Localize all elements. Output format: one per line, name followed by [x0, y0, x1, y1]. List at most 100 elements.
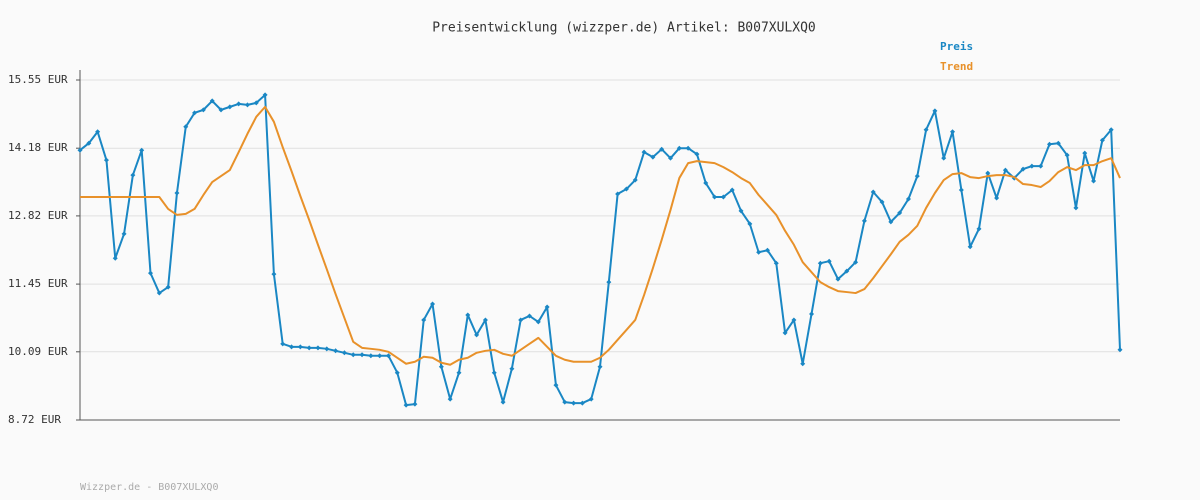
point-marker [791, 317, 797, 323]
point-marker [535, 319, 541, 325]
point-marker [209, 98, 215, 104]
point-marker [632, 177, 638, 183]
point-marker [183, 124, 189, 130]
point-marker [465, 312, 471, 318]
point-marker [1055, 140, 1061, 146]
point-marker [1082, 150, 1088, 156]
point-marker [377, 353, 383, 359]
chart-title: Preisentwicklung (wizzper.de) Artikel: B… [432, 21, 816, 36]
point-marker [474, 332, 480, 338]
point-marker [1117, 347, 1123, 353]
point-marker [853, 259, 859, 265]
footer: Wizzper.de - B007XULXQ0 [80, 482, 218, 493]
point-marker [412, 401, 418, 407]
point-marker [720, 194, 726, 200]
point-marker [200, 107, 206, 113]
point-marker [958, 187, 964, 193]
point-marker [800, 361, 806, 367]
point-marker [747, 221, 753, 227]
point-marker [932, 108, 938, 114]
point-marker [500, 399, 506, 405]
point-marker [615, 191, 621, 197]
point-marker [526, 313, 532, 319]
point-marker [941, 155, 947, 161]
y-tick-label: 8.72 EUR [8, 413, 61, 426]
point-marker [77, 147, 83, 153]
point-marker [1038, 163, 1044, 169]
point-marker [1002, 167, 1008, 173]
point-marker [218, 107, 224, 113]
point-marker [95, 129, 101, 135]
point-marker [967, 244, 973, 250]
point-marker [861, 218, 867, 224]
point-marker [165, 284, 171, 290]
point-marker [359, 352, 365, 358]
point-marker [156, 290, 162, 296]
point-marker [553, 382, 559, 388]
point-marker [588, 396, 594, 402]
point-marker [350, 352, 356, 358]
point-marker [650, 154, 656, 160]
y-tick-label: 10.09 EUR [8, 345, 68, 358]
point-marker [544, 304, 550, 310]
point-marker [148, 270, 154, 276]
point-marker [244, 102, 250, 108]
point-marker [976, 226, 982, 232]
y-tick-label: 11.45 EUR [8, 277, 68, 290]
point-marker [888, 219, 894, 225]
point-marker [271, 271, 277, 277]
point-marker [438, 364, 444, 370]
point-marker [280, 341, 286, 347]
point-marker [130, 172, 136, 178]
point-marker [994, 195, 1000, 201]
point-marker [1073, 205, 1079, 211]
point-marker [729, 187, 735, 193]
point-marker [826, 258, 832, 264]
point-marker [659, 146, 665, 152]
point-marker [694, 151, 700, 157]
point-marker [1099, 137, 1105, 143]
point-marker [306, 345, 312, 351]
point-marker [914, 173, 920, 179]
point-marker [773, 260, 779, 266]
point-marker [950, 129, 956, 135]
point-marker [491, 370, 497, 376]
y-tick-label: 12.82 EUR [8, 209, 68, 222]
point-marker [985, 170, 991, 176]
point-marker [1020, 166, 1026, 172]
point-marker [676, 145, 682, 151]
point-marker [253, 100, 259, 106]
point-marker [430, 301, 436, 307]
point-marker [923, 127, 929, 133]
point-marker [518, 317, 524, 323]
legend-label: Trend [940, 60, 973, 73]
point-marker [368, 353, 374, 359]
point-marker [782, 330, 788, 336]
point-marker [403, 402, 409, 408]
point-marker [447, 396, 453, 402]
point-marker [421, 317, 427, 323]
point-marker [121, 231, 127, 237]
point-marker [341, 350, 347, 356]
y-tick-label: 15.55 EUR [8, 73, 68, 86]
legend-label: Preis [940, 40, 973, 53]
y-tick-label: 14.18 EUR [8, 141, 68, 154]
point-marker [905, 196, 911, 202]
point-marker [712, 194, 718, 200]
point-marker [289, 344, 295, 350]
point-marker [192, 110, 198, 116]
point-marker [456, 370, 462, 376]
point-marker [174, 190, 180, 196]
point-marker [315, 345, 321, 351]
point-marker [333, 348, 339, 354]
point-marker [756, 249, 762, 255]
point-marker [703, 180, 709, 186]
point-marker [597, 364, 603, 370]
point-marker [1046, 141, 1052, 147]
point-marker [579, 400, 585, 406]
point-marker [879, 199, 885, 205]
point-marker [835, 276, 841, 282]
point-marker [394, 370, 400, 376]
